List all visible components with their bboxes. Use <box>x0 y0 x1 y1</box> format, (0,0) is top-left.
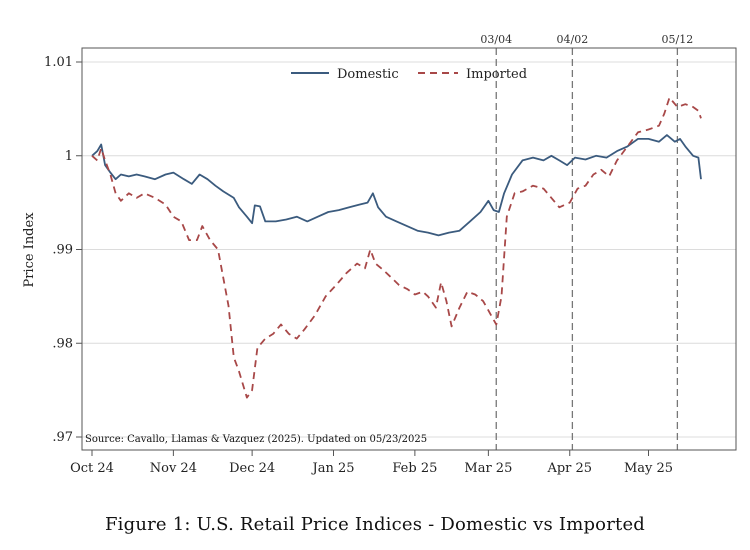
event-label: 05/12 <box>662 33 694 46</box>
x-tick-label: May 25 <box>624 461 673 476</box>
y-tick-label: .98 <box>52 336 73 351</box>
x-tick-label: Mar 25 <box>464 461 512 476</box>
x-tick-label: Apr 25 <box>546 461 592 476</box>
figure-caption: Figure 1: U.S. Retail Price Indices - Do… <box>104 514 646 535</box>
y-tick-label: .97 <box>52 430 73 445</box>
y-tick-label: .99 <box>52 243 73 258</box>
event-label: 04/02 <box>557 33 589 46</box>
x-tick-label: Feb 25 <box>392 461 437 476</box>
legend-label-domestic: Domestic <box>337 67 399 82</box>
legend: Domestic Imported <box>291 67 527 82</box>
series-line-domestic <box>91 134 702 237</box>
y-tick-label: 1.01 <box>44 55 73 70</box>
x-axis-ticks: Oct 24 Nov 24 Dec 24 Jan 25 Feb 25 Mar 25 Apr … <box>70 450 673 476</box>
gridlines <box>82 61 736 438</box>
series-line-imported <box>91 96 702 399</box>
x-tick-label: Oct 24 <box>70 461 114 476</box>
series-lines <box>91 96 702 399</box>
x-tick-label: Jan 25 <box>310 461 354 476</box>
legend-label-imported: Imported <box>466 67 527 82</box>
event-label: 03/04 <box>480 33 512 46</box>
x-tick-label: Nov 24 <box>150 461 197 476</box>
price-index-chart: 03/04 04/02 05/12 1.01 1 .99 .98 .97 Oct 24 Nov… <box>22 33 737 476</box>
source-note: Source: Cavallo, Llamas & Vazquez (2025)… <box>85 434 427 445</box>
x-tick-label: Dec 24 <box>229 461 275 476</box>
event-markers: 03/04 04/02 05/12 <box>480 33 693 450</box>
y-tick-label: 1 <box>65 149 73 164</box>
y-axis-title: Price Index <box>22 212 37 288</box>
y-axis-ticks: 1.01 1 .99 .98 .97 <box>44 55 82 445</box>
